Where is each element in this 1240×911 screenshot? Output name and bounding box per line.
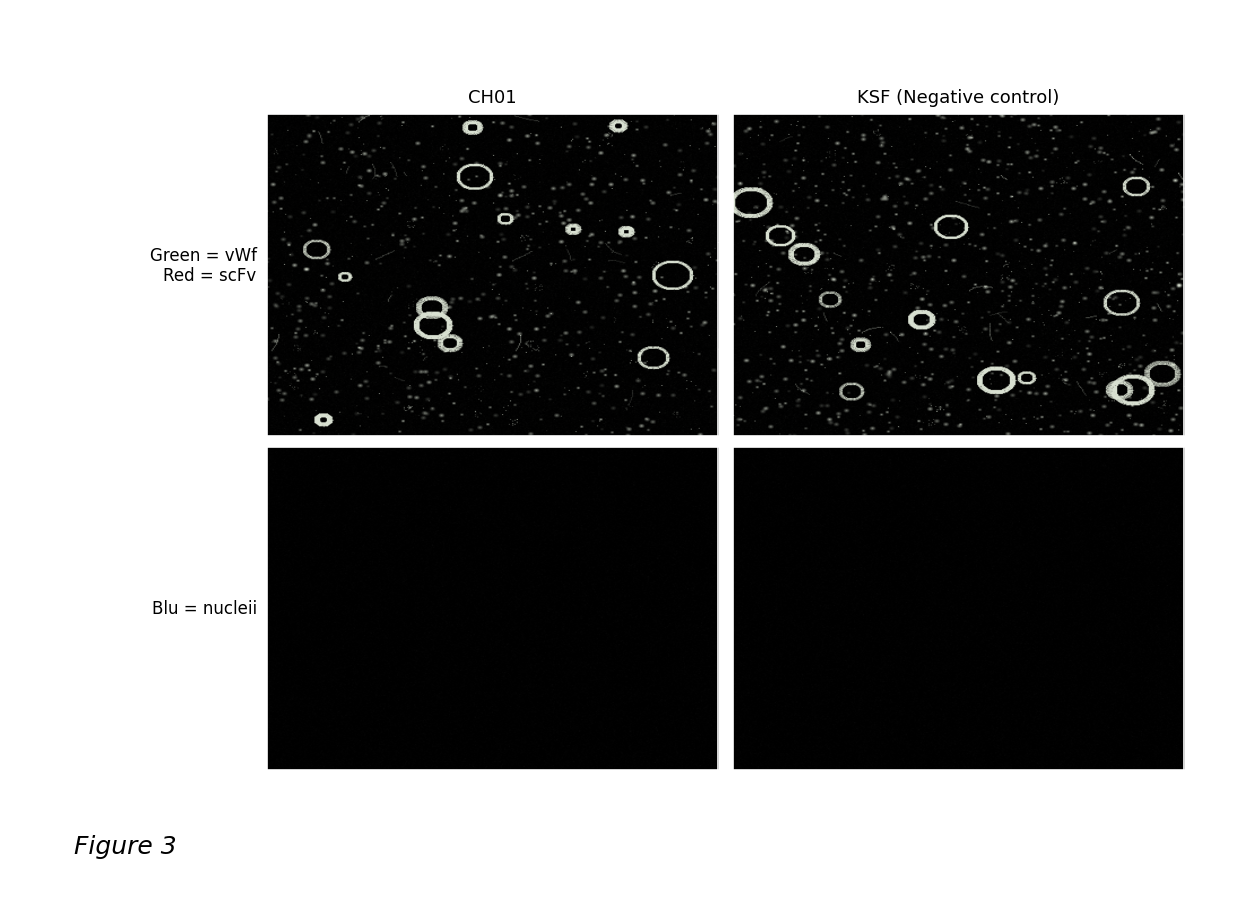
- Text: Blu = nucleii: Blu = nucleii: [151, 599, 257, 618]
- Text: KSF (Negative control): KSF (Negative control): [857, 88, 1060, 107]
- Text: CH01: CH01: [467, 88, 517, 107]
- Text: Green = vWf
Red = scFv: Green = vWf Red = scFv: [150, 247, 257, 285]
- Text: Figure 3: Figure 3: [74, 835, 177, 859]
